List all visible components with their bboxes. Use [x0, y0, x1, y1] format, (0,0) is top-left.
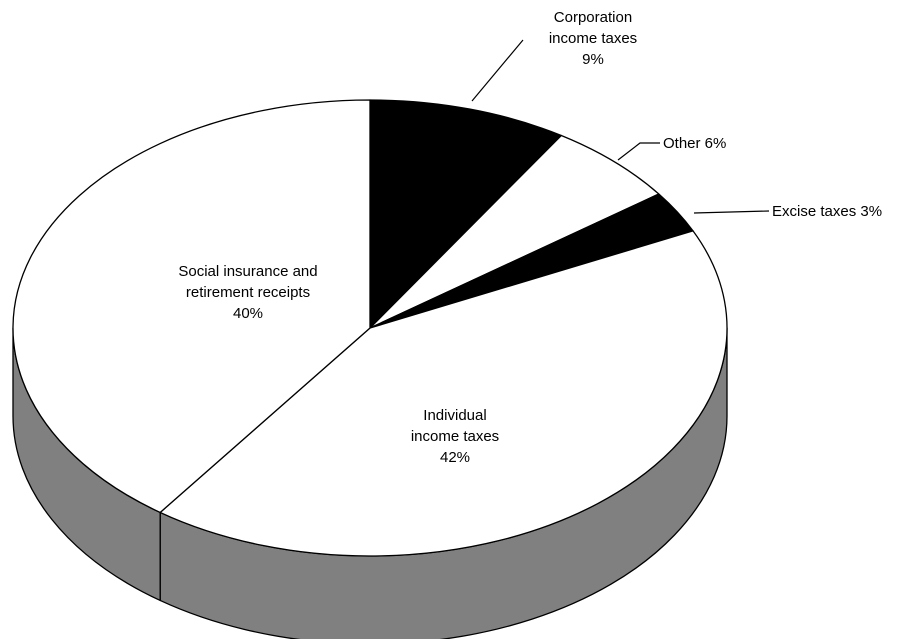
pie-slice-individual-income-taxes-42	[159, 230, 728, 557]
slice-label-line: retirement receipts	[186, 284, 310, 301]
slice-label-line: Individual	[423, 407, 486, 424]
slice-label-line: income taxes	[411, 428, 499, 445]
slice-labels: Corporation income taxes 9% Other 6% Excise …	[178, 9, 882, 466]
leader-lines	[471, 39, 770, 214]
pie-slice-social-insurance-and-retirement-receipts	[12, 99, 371, 514]
pie-top	[12, 99, 728, 557]
leader-line	[617, 142, 660, 161]
leader-line	[471, 39, 524, 102]
slice-label-line: income taxes	[549, 30, 637, 47]
pie-slice-other-6	[369, 134, 660, 329]
slice-label: Corporation income taxes 9%	[549, 9, 637, 68]
slice-label-line: Corporation	[554, 9, 632, 26]
slice-label-line: Excise taxes 3%	[772, 203, 882, 220]
slice-label-line: Other 6%	[663, 135, 726, 152]
slice-label: Other 6%	[663, 135, 726, 152]
slice-label-line: 40%	[233, 305, 263, 322]
slice-label: Excise taxes 3%	[772, 203, 882, 220]
slice-label: Individual income taxes 42%	[411, 407, 499, 466]
leader-line	[693, 210, 770, 214]
pie-slice-corporation-income-taxes-9	[369, 99, 562, 329]
slice-label-line: 9%	[582, 51, 604, 68]
slice-label-line: 42%	[440, 449, 470, 466]
slice-label: Social insurance and retirement receipts 4…	[178, 263, 317, 322]
slice-label-line: Social insurance and	[178, 263, 317, 280]
